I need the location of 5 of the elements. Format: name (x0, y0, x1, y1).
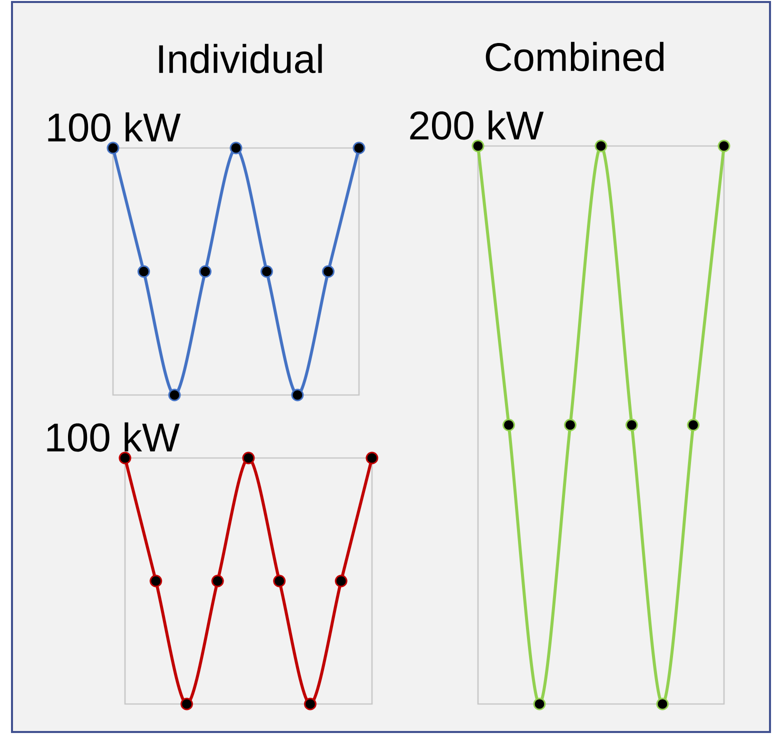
chart-title: Individual (159, 44, 322, 74)
text: 100 kW (48, 112, 181, 142)
chart-title: Combined (486, 42, 664, 72)
text: 200 kW (410, 110, 544, 140)
text: 100 kW (47, 422, 180, 452)
